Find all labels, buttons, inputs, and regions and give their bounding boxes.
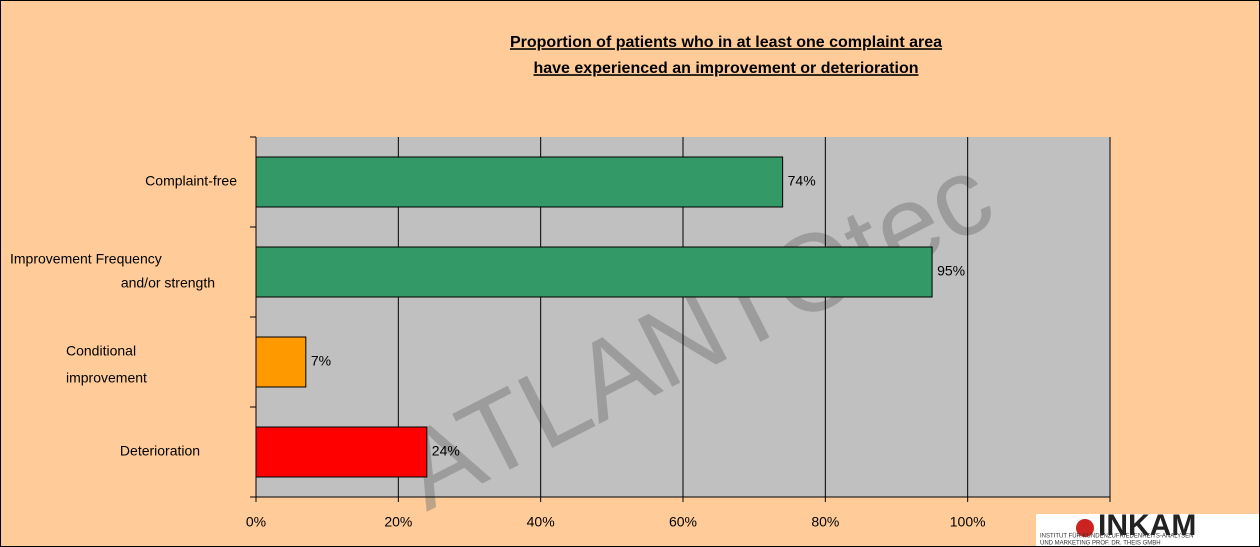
y-tick-label: Conditional [66,343,136,359]
x-tick-label: 40% [527,514,555,530]
y-tick-label: improvement [66,370,147,386]
x-tick-label: 60% [669,514,697,530]
logo-box [1036,514,1259,546]
logo-icon [1076,519,1094,537]
x-tick-label: 80% [811,514,839,530]
chart-title: have experienced an improvement or deter… [533,60,918,77]
logo-name: INKAM [1098,509,1196,542]
bar [255,336,307,388]
data-label: 74% [788,173,816,189]
y-tick-label: and/or strength [121,275,215,291]
data-label: 24% [432,443,460,459]
data-label: 95% [937,263,965,279]
x-tick-label: 100% [950,514,986,530]
y-tick-label: Complaint-free [145,173,237,189]
chart-title: Proportion of patients who in at least o… [510,34,942,51]
data-label: 7% [311,353,331,369]
x-tick-label: 20% [384,514,412,530]
logo-subtitle: INSTITUT FÜR KUNDENZUFRIEDENHEITS-ANALYS… [1040,533,1193,540]
logo-subtitle: UND MARKETING PROF. DR. THEIS GMBH [1040,541,1161,547]
bar [255,156,784,208]
y-tick-label: Improvement Frequency [10,251,162,267]
bar [255,246,933,298]
x-tick-label: 0% [246,514,266,530]
y-tick-label: Deterioration [120,443,200,459]
bar [255,426,428,478]
